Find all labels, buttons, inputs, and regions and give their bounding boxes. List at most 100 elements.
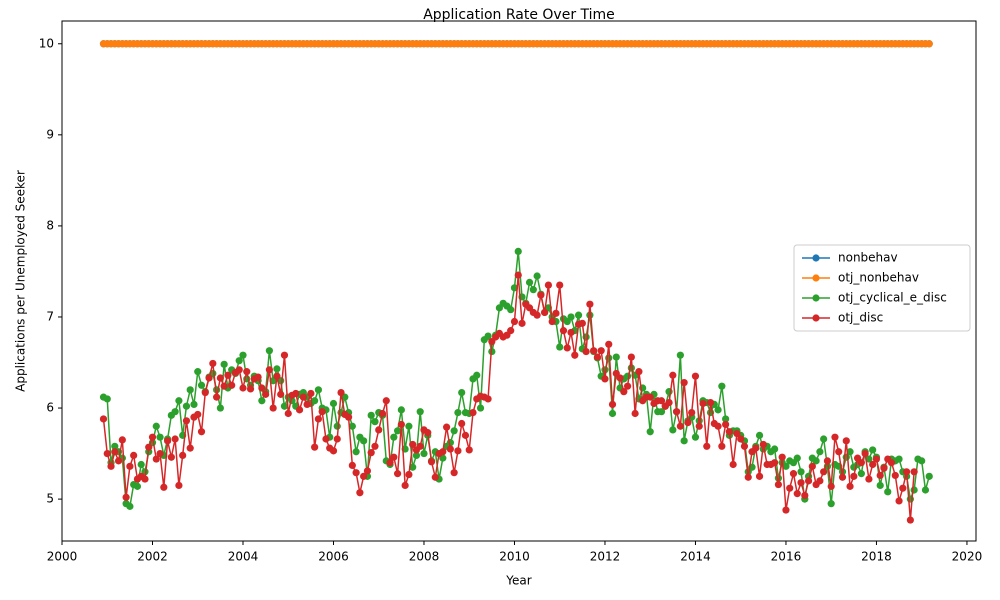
data-point-otj_disc <box>752 444 760 452</box>
data-point-otj_cyclical_e_disc <box>910 486 918 494</box>
x-tick-label: 2006 <box>318 550 349 564</box>
data-point-otj_cyclical_e_disc <box>865 455 873 463</box>
data-point-otj_disc <box>126 462 134 470</box>
data-point-otj_disc <box>510 317 519 326</box>
data-point-otj_disc <box>616 374 624 382</box>
data-point-otj_disc <box>344 413 353 421</box>
data-point-otj_disc <box>590 347 598 355</box>
data-point-otj_cyclical_e_disc <box>314 386 323 394</box>
data-point-otj_disc <box>197 428 206 436</box>
data-point-otj_disc <box>186 444 194 452</box>
data-point-otj_disc <box>246 385 255 393</box>
data-point-otj_disc <box>680 378 688 387</box>
data-point-otj_disc <box>537 291 545 299</box>
data-point-otj_disc <box>827 482 835 490</box>
data-point-otj_disc <box>725 428 733 436</box>
data-point-otj_cyclical_e_disc <box>718 382 726 390</box>
data-point-otj_disc <box>141 475 149 483</box>
data-point-otj_disc <box>714 422 722 430</box>
data-point-otj_disc <box>103 449 111 458</box>
legend-item: otj_nonbehav <box>802 271 919 285</box>
data-point-otj_cyclical_e_disc <box>458 388 466 397</box>
data-point-otj_disc <box>314 415 323 423</box>
data-point-otj_cyclical_e_disc <box>857 470 865 478</box>
legend-item: otj_disc <box>802 311 883 325</box>
data-point-otj_cyclical_e_disc <box>348 422 356 430</box>
data-point-otj_cyclical_e_disc <box>171 408 179 416</box>
data-point-otj_cyclical_e_disc <box>216 404 224 412</box>
data-point-otj_disc <box>311 443 319 451</box>
data-point-otj_cyclical_e_disc <box>484 332 492 340</box>
data-point-otj_disc <box>209 359 217 368</box>
x-tick-label: 2008 <box>409 550 440 564</box>
data-point-otj_disc <box>454 447 462 455</box>
data-point-otj_disc <box>171 435 179 443</box>
data-point-otj_disc <box>880 464 888 472</box>
data-point-otj_cyclical_e_disc <box>239 351 247 359</box>
x-tick-label: 2000 <box>47 550 78 564</box>
data-point-otj_disc <box>194 410 202 419</box>
data-point-otj_disc <box>205 374 213 382</box>
data-point-otj_disc <box>865 475 873 483</box>
data-point-otj_disc <box>461 431 470 439</box>
data-point-otj_disc <box>450 469 458 477</box>
data-point-otj_disc <box>118 436 126 444</box>
data-point-otj_disc <box>635 368 643 376</box>
data-point-otj_disc <box>556 281 564 289</box>
data-point-otj_disc <box>887 459 896 467</box>
data-point-otj_disc <box>254 373 262 381</box>
data-point-otj_cyclical_e_disc <box>827 500 835 508</box>
data-point-otj_disc <box>533 311 541 319</box>
data-point-otj_cyclical_e_disc <box>235 357 243 365</box>
data-point-otj_disc <box>469 408 477 417</box>
data-point-otj_disc <box>627 353 635 361</box>
data-point-otj_disc <box>895 497 903 505</box>
data-point-otj_cyclical_e_disc <box>812 457 820 465</box>
data-point-otj_disc <box>122 493 130 501</box>
data-point-otj_disc <box>145 443 153 451</box>
data-point-otj_disc <box>559 327 568 335</box>
y-tick-label: 6 <box>46 401 54 415</box>
data-point-otj_disc <box>228 381 236 389</box>
data-point-otj_disc <box>322 435 330 443</box>
data-point-otj_disc <box>446 445 454 453</box>
data-point-otj_cyclical_e_disc <box>280 402 289 410</box>
data-point-otj_disc <box>903 468 911 476</box>
data-point-otj_disc <box>733 429 741 438</box>
data-point-otj_cyclical_e_disc <box>529 286 537 294</box>
data-point-otj_disc <box>910 468 918 476</box>
legend-label: nonbehav <box>838 251 898 265</box>
data-point-otj_disc <box>333 435 341 443</box>
data-point-otj_disc <box>382 397 390 405</box>
data-point-otj_disc <box>318 408 326 416</box>
data-point-otj_disc <box>518 319 526 327</box>
data-point-otj_cyclical_e_disc <box>329 399 338 408</box>
data-point-otj_disc <box>808 462 816 470</box>
data-point-otj_disc <box>213 393 221 401</box>
data-point-otj_cyclical_e_disc <box>918 457 926 465</box>
data-point-otj_cyclical_e_disc <box>371 418 379 426</box>
data-point-otj_disc <box>258 384 266 392</box>
data-point-otj_cyclical_e_disc <box>691 433 700 441</box>
data-point-otj_cyclical_e_disc <box>507 306 515 314</box>
data-point-otj_disc <box>838 473 847 481</box>
data-point-otj_disc <box>431 473 439 481</box>
data-point-otj_disc <box>891 471 899 480</box>
data-point-otj_disc <box>804 477 813 485</box>
data-point-otj_disc <box>216 374 224 382</box>
data-point-otj_cyclical_e_disc <box>755 431 764 439</box>
data-point-otj_disc <box>220 382 228 390</box>
data-point-otj_cyclical_e_disc <box>895 455 903 463</box>
data-point-otj_disc <box>623 382 632 390</box>
data-point-otj_cyclical_e_disc <box>771 445 779 453</box>
data-point-otj_cyclical_e_disc <box>409 463 417 471</box>
data-point-otj_cyclical_e_disc <box>333 422 341 430</box>
legend-marker <box>812 274 820 282</box>
data-point-otj_cyclical_e_disc <box>360 437 368 445</box>
data-point-otj_disc <box>778 453 786 461</box>
y-tick-label: 5 <box>46 492 54 506</box>
data-point-otj_disc <box>876 471 884 480</box>
data-point-otj_disc <box>695 422 703 430</box>
data-point-otj_disc <box>657 397 666 405</box>
data-point-otj_disc <box>284 409 292 418</box>
